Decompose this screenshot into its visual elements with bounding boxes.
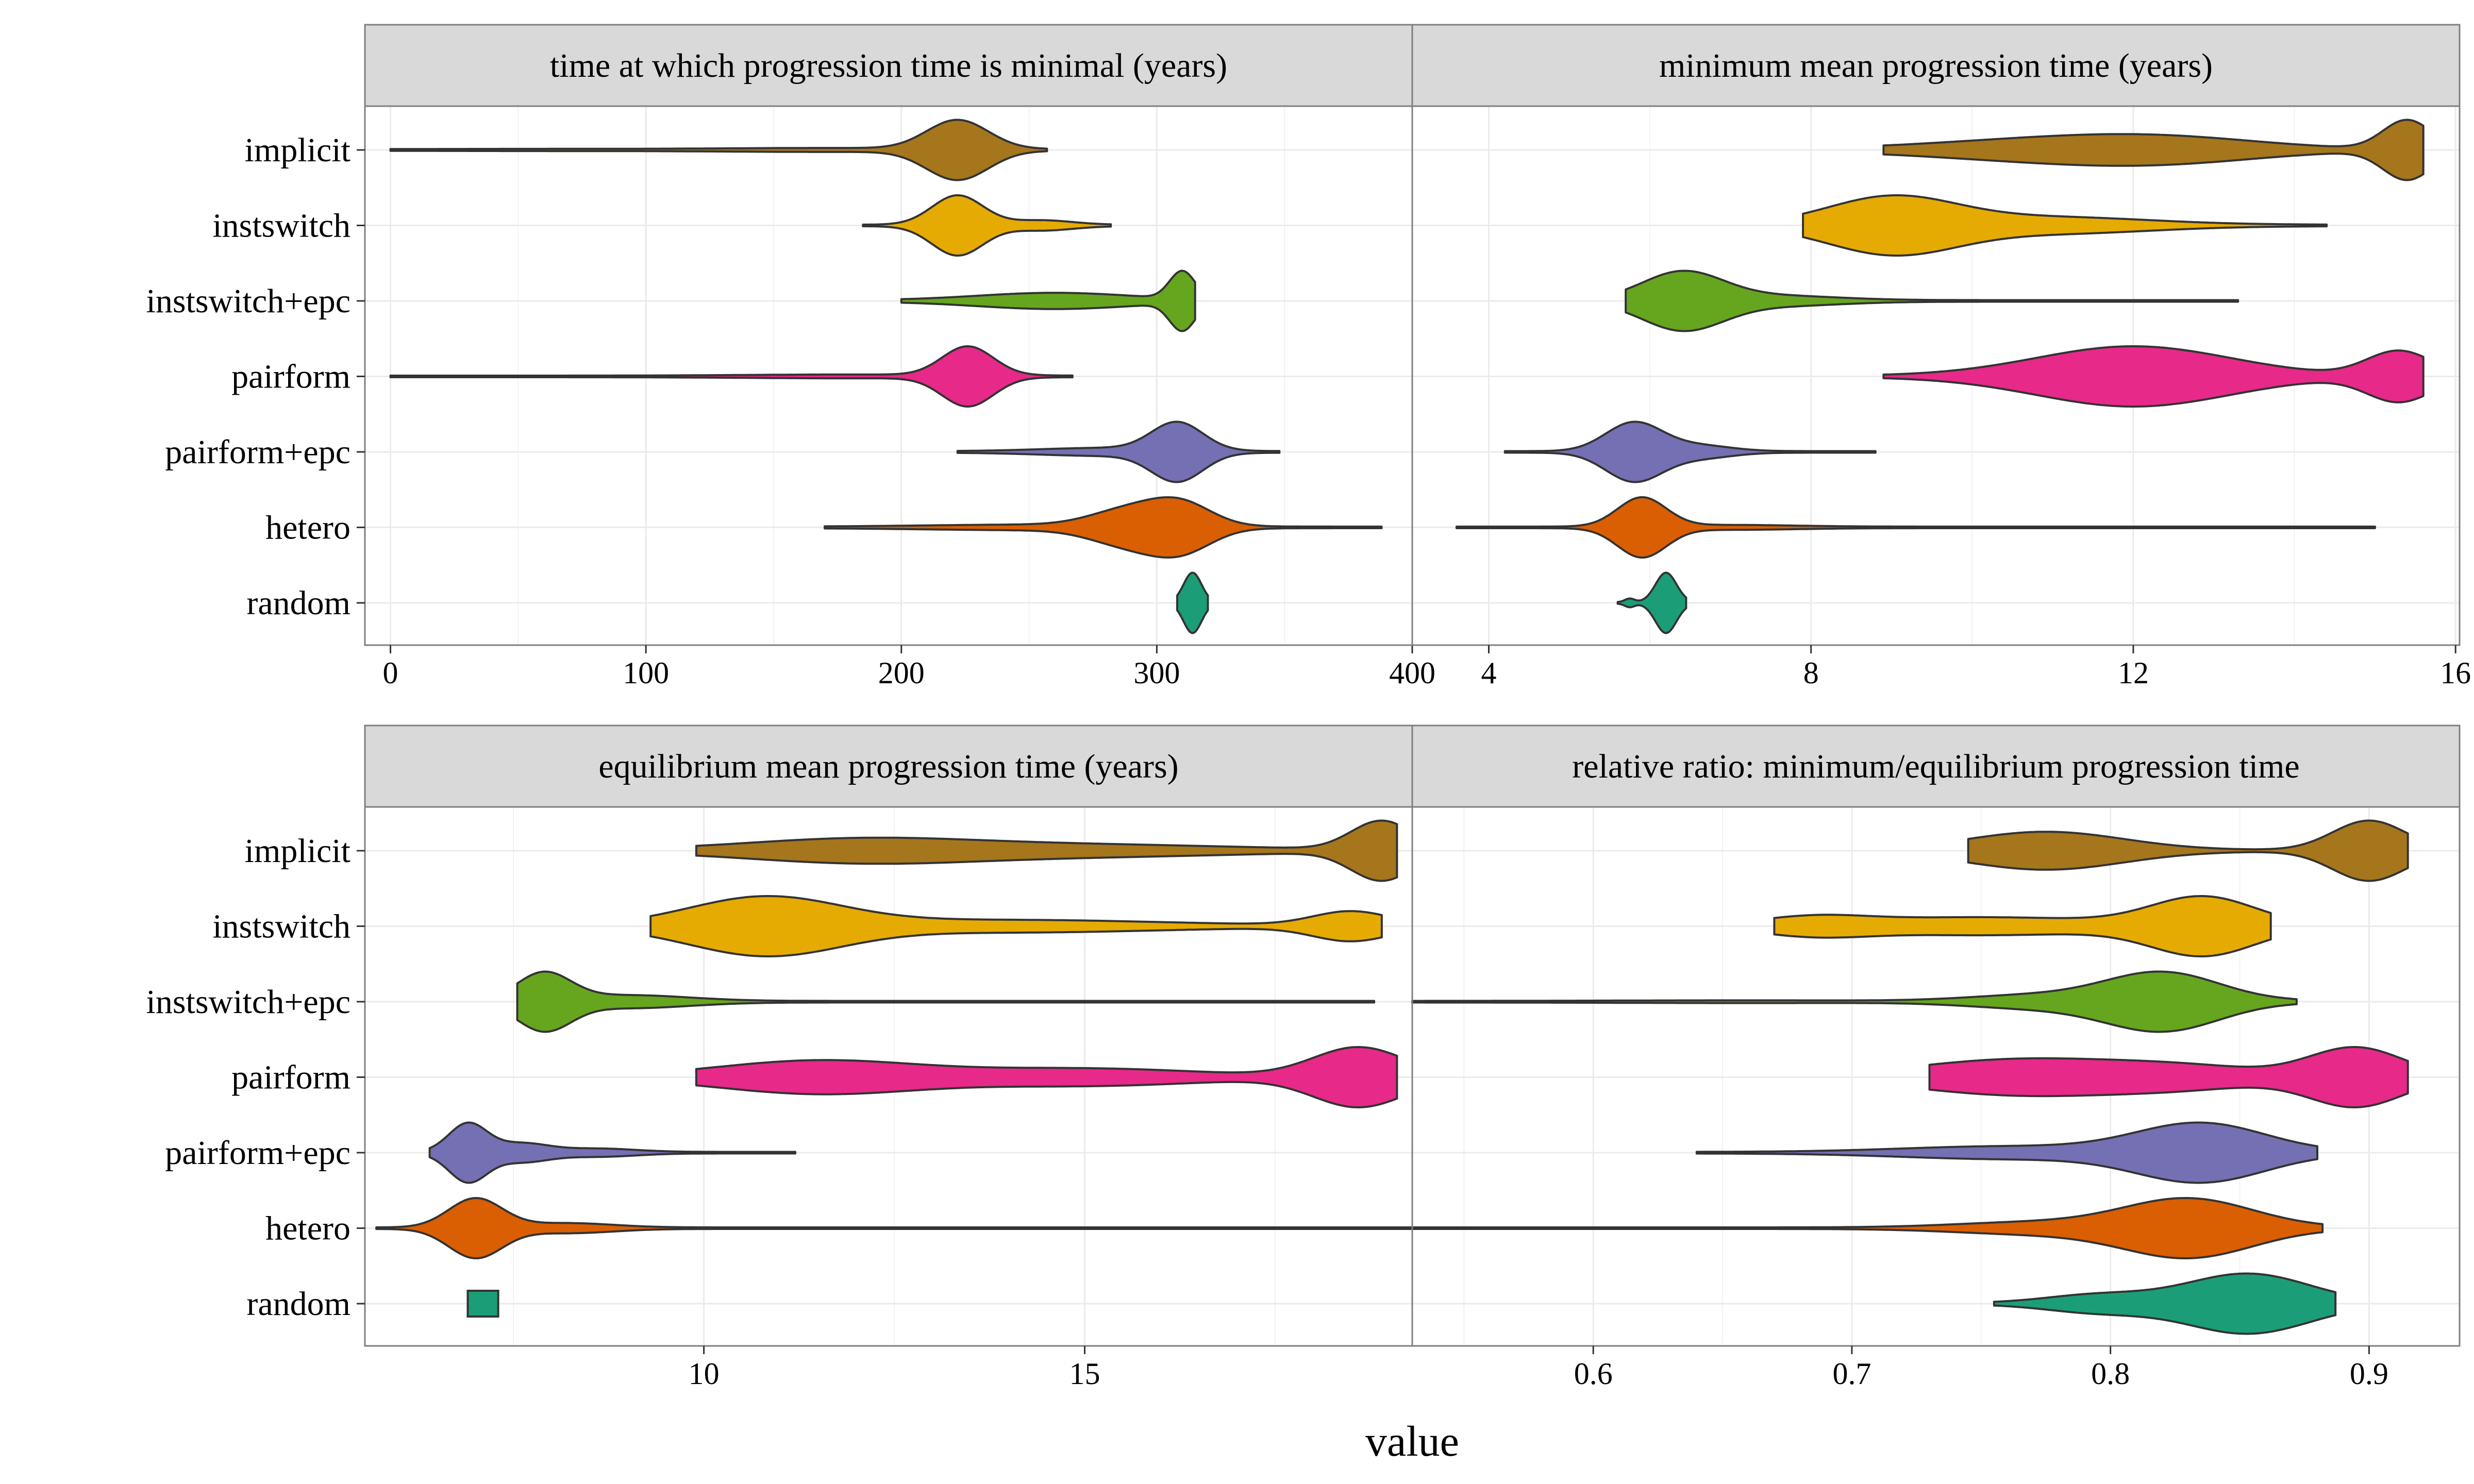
x-tick-label: 100 bbox=[623, 656, 669, 690]
category-label-instswitch-epc: instswitch+epc bbox=[146, 983, 350, 1021]
x-tick-label: 0.7 bbox=[1832, 1357, 1871, 1391]
category-label-pairform-epc: pairform+epc bbox=[165, 433, 350, 471]
violin-instswitch bbox=[649, 895, 1383, 957]
violin-instswitch-epc bbox=[900, 269, 1196, 332]
category-label-random: random bbox=[246, 584, 350, 622]
category-label-random: random bbox=[246, 1285, 350, 1323]
category-label-hetero: hetero bbox=[265, 1210, 350, 1247]
panel-1: time at which progression time is minima… bbox=[146, 24, 1435, 690]
violin-pairform bbox=[1882, 345, 2425, 408]
category-label-implicit: implicit bbox=[245, 832, 350, 870]
violin-instswitch-epc bbox=[1625, 269, 2239, 332]
category-label-implicit: implicit bbox=[245, 131, 350, 169]
violin-pairform-epc bbox=[428, 1121, 796, 1184]
category-label-pairform: pairform bbox=[231, 358, 350, 396]
category-label-pairform-epc: pairform+epc bbox=[165, 1134, 350, 1172]
panel-2: minimum mean progression time (years) 4 8 1… bbox=[1411, 24, 2471, 690]
x-tick-label: 4 bbox=[1481, 656, 1496, 690]
violin-instswitch-epc bbox=[1411, 970, 2298, 1033]
violin-pairform-epc bbox=[1503, 420, 1877, 483]
x-tick-label: 15 bbox=[1069, 1357, 1100, 1391]
x-tick-label: 0.6 bbox=[1574, 1357, 1613, 1391]
category-label-hetero: hetero bbox=[265, 509, 350, 547]
violin-implicit bbox=[389, 119, 1048, 181]
violin-pairform-epc bbox=[956, 420, 1281, 483]
x-tick-label: 8 bbox=[1803, 656, 1819, 690]
x-tick-label: 10 bbox=[689, 1357, 720, 1391]
panel-title: minimum mean progression time (years) bbox=[1659, 47, 2213, 85]
panel-border bbox=[1411, 105, 2461, 646]
violin-instswitch bbox=[862, 194, 1112, 257]
x-tick-label: 16 bbox=[2440, 656, 2471, 690]
panel-strip bbox=[364, 24, 1413, 107]
violin-random bbox=[1176, 571, 1209, 634]
category-label-pairform: pairform bbox=[231, 1059, 350, 1097]
category-label-instswitch-epc: instswitch+epc bbox=[146, 282, 350, 320]
x-tick-label: 0.8 bbox=[2091, 1357, 2130, 1391]
panel-title: equilibrium mean progression time (years… bbox=[598, 748, 1178, 785]
x-tick-label: 200 bbox=[878, 656, 925, 690]
x-tick-label: 400 bbox=[1389, 656, 1435, 690]
violin-hetero bbox=[1456, 496, 2376, 559]
violin-instswitch-epc bbox=[516, 970, 1376, 1033]
panel-4: relative ratio: minimum/equilibrium prog… bbox=[1385, 724, 2461, 1391]
violin-instswitch bbox=[1802, 194, 2328, 257]
x-tick-label: 300 bbox=[1133, 656, 1180, 690]
violin-pairform bbox=[695, 1046, 1398, 1108]
x-tick-label: 0 bbox=[383, 656, 398, 690]
violin-random bbox=[1616, 571, 1687, 634]
violin-implicit bbox=[1967, 819, 2409, 882]
panel-strip bbox=[1411, 24, 2461, 107]
panels-layer: time at which progression time is minima… bbox=[146, 24, 2471, 1391]
category-label-instswitch: instswitch bbox=[212, 207, 350, 245]
panel-border bbox=[1411, 806, 2461, 1347]
panel-title: relative ratio: minimum/equilibrium prog… bbox=[1572, 748, 2299, 785]
violin-random bbox=[1993, 1272, 2337, 1335]
violin-hetero bbox=[824, 496, 1383, 559]
category-label-instswitch: instswitch bbox=[212, 908, 350, 946]
violin-random bbox=[466, 1290, 499, 1318]
violin-instswitch bbox=[1773, 895, 2272, 957]
violin-hetero bbox=[1385, 1197, 2324, 1259]
x-tick-label: 12 bbox=[2118, 656, 2149, 690]
panel-3: equilibrium mean progression time (years… bbox=[146, 724, 1413, 1391]
violin-pairform bbox=[1928, 1046, 2409, 1108]
violin-implicit bbox=[1882, 119, 2425, 181]
violin-implicit bbox=[695, 819, 1398, 882]
violin-pairform bbox=[389, 345, 1074, 408]
x-tick-label: 0.9 bbox=[2350, 1357, 2388, 1391]
panel-title: time at which progression time is minima… bbox=[550, 47, 1227, 85]
x-axis-title: value bbox=[1365, 1418, 1459, 1465]
violin-pairform-epc bbox=[1695, 1121, 2318, 1184]
